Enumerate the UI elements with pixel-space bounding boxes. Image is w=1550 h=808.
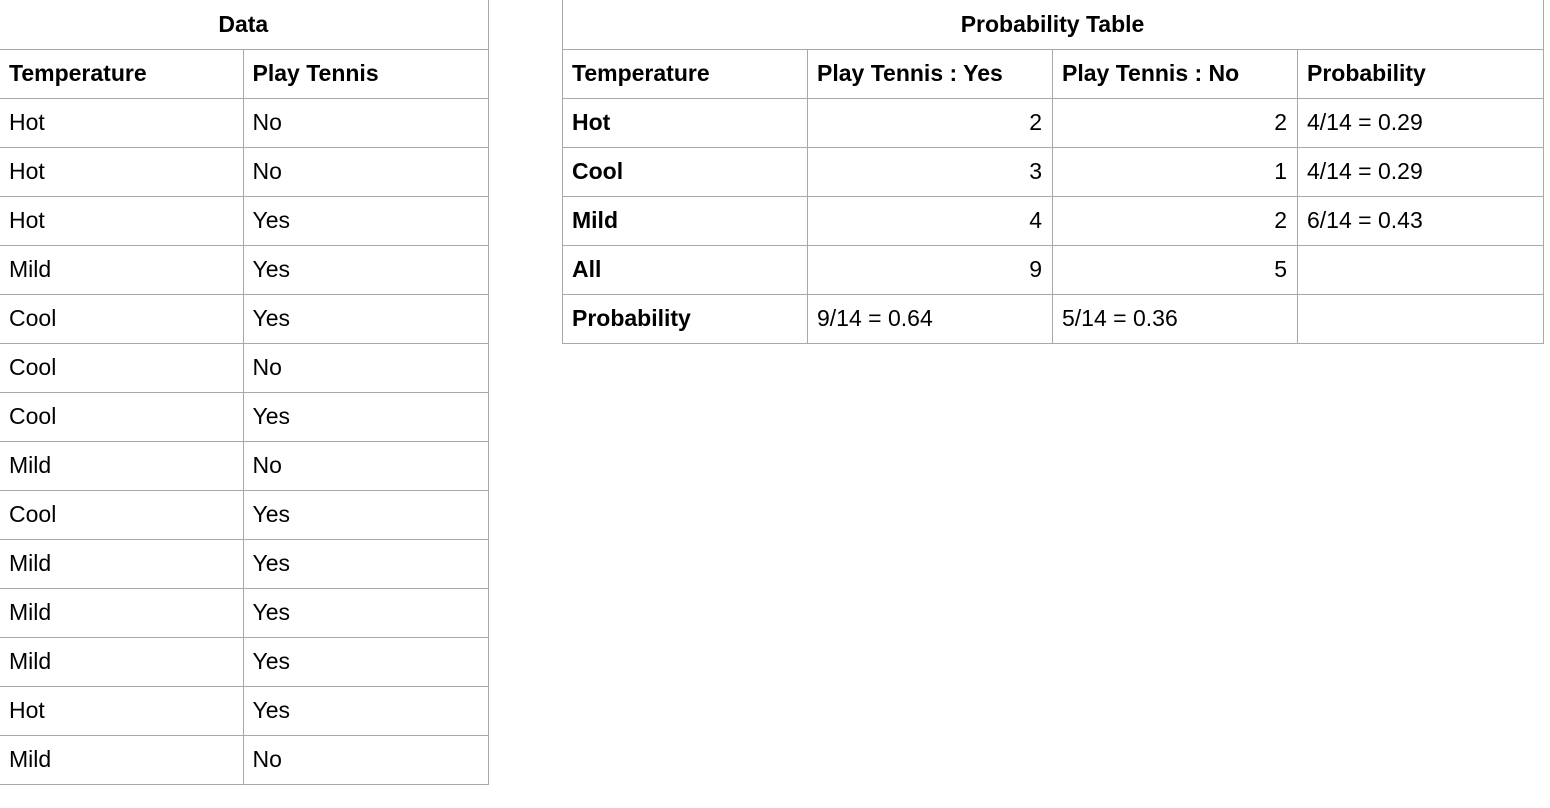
temperature-cell: Hot <box>0 195 244 246</box>
probability-table-title: Probability Table <box>561 0 1545 50</box>
yes-count-cell: 3 <box>807 146 1053 197</box>
play-tennis-cell: Yes <box>242 489 489 540</box>
yes-count-cell: 4 <box>807 195 1053 246</box>
temperature-cell: Mild <box>0 587 244 638</box>
play-tennis-cell: No <box>242 734 489 785</box>
table-row: Mild No <box>0 734 489 785</box>
row-label: Probability <box>562 293 808 344</box>
data-table-header-row: Temperature Play Tennis <box>0 48 489 99</box>
table-row-cool: Cool 3 1 4/14 = 0.29 <box>562 146 1545 197</box>
temperature-cell: Mild <box>0 440 244 491</box>
play-tennis-cell: No <box>242 146 489 197</box>
table-row: Mild Yes <box>0 538 489 589</box>
play-tennis-cell: Yes <box>242 391 489 442</box>
probability-cell: 6/14 = 0.43 <box>1296 195 1545 246</box>
column-header-play-tennis-no: Play Tennis : No <box>1052 48 1298 99</box>
row-label: Cool <box>562 146 808 197</box>
no-count-cell: 1 <box>1052 146 1298 197</box>
table-row: Hot No <box>0 97 489 148</box>
temperature-cell: Cool <box>0 489 244 540</box>
play-tennis-cell: No <box>242 342 489 393</box>
play-tennis-cell: Yes <box>242 293 489 344</box>
table-row-hot: Hot 2 2 4/14 = 0.29 <box>562 97 1545 148</box>
play-tennis-cell: Yes <box>242 636 489 687</box>
temperature-cell: Mild <box>0 244 244 295</box>
table-row-probability: Probability 9/14 = 0.64 5/14 = 0.36 <box>562 293 1545 344</box>
play-tennis-cell: No <box>242 440 489 491</box>
yes-count-cell: 9 <box>807 244 1053 295</box>
no-count-cell: 2 <box>1052 97 1298 148</box>
row-label: Mild <box>562 195 808 246</box>
no-count-cell: 2 <box>1052 195 1298 246</box>
table-row: Cool Yes <box>0 293 489 344</box>
yes-probability-cell: 9/14 = 0.64 <box>807 293 1053 344</box>
column-header-play-tennis: Play Tennis <box>242 48 489 99</box>
table-row: Mild Yes <box>0 587 489 638</box>
temperature-cell: Mild <box>0 538 244 589</box>
play-tennis-cell: Yes <box>242 587 489 638</box>
play-tennis-cell: Yes <box>242 538 489 589</box>
probability-cell: 4/14 = 0.29 <box>1296 146 1545 197</box>
table-row-mild: Mild 4 2 6/14 = 0.43 <box>562 195 1545 246</box>
table-row: Mild Yes <box>0 244 489 295</box>
probability-cell: 4/14 = 0.29 <box>1296 97 1545 148</box>
temperature-cell: Cool <box>0 342 244 393</box>
temperature-cell: Hot <box>0 146 244 197</box>
probability-cell <box>1296 293 1545 344</box>
play-tennis-cell: Yes <box>242 685 489 736</box>
temperature-cell: Hot <box>0 685 244 736</box>
yes-count-cell: 2 <box>807 97 1053 148</box>
probability-cell <box>1296 244 1545 295</box>
table-row: Hot Yes <box>0 195 489 246</box>
temperature-cell: Mild <box>0 734 244 785</box>
column-header-probability: Probability <box>1296 48 1545 99</box>
temperature-cell: Cool <box>0 293 244 344</box>
row-label: All <box>562 244 808 295</box>
table-row: Cool Yes <box>0 391 489 442</box>
play-tennis-cell: No <box>242 97 489 148</box>
table-row: Hot No <box>0 146 489 197</box>
column-header-play-tennis-yes: Play Tennis : Yes <box>807 48 1053 99</box>
temperature-cell: Cool <box>0 391 244 442</box>
table-row: Cool No <box>0 342 489 393</box>
table-row: Hot Yes <box>0 685 489 736</box>
table-row: Cool Yes <box>0 489 489 540</box>
column-header-temperature: Temperature <box>0 48 244 99</box>
row-label: Hot <box>562 97 808 148</box>
table-row-all: All 9 5 <box>562 244 1545 295</box>
column-header-temperature: Temperature <box>562 48 808 99</box>
table-row: Mild Yes <box>0 636 489 687</box>
data-table: Data Temperature Play Tennis Hot No Hot No… <box>0 0 489 785</box>
probability-table-title-row: Probability Table <box>561 0 1545 50</box>
no-probability-cell: 5/14 = 0.36 <box>1052 293 1298 344</box>
probability-table-header-row: Temperature Play Tennis : Yes Play Tenni… <box>562 48 1545 99</box>
no-count-cell: 5 <box>1052 244 1298 295</box>
play-tennis-cell: Yes <box>242 195 489 246</box>
temperature-cell: Hot <box>0 97 244 148</box>
data-table-title: Data <box>0 0 489 50</box>
temperature-cell: Mild <box>0 636 244 687</box>
table-row: Mild No <box>0 440 489 491</box>
play-tennis-cell: Yes <box>242 244 489 295</box>
data-table-title-row: Data <box>0 0 489 50</box>
probability-table: Probability Table Temperature Play Tenni… <box>561 0 1545 344</box>
